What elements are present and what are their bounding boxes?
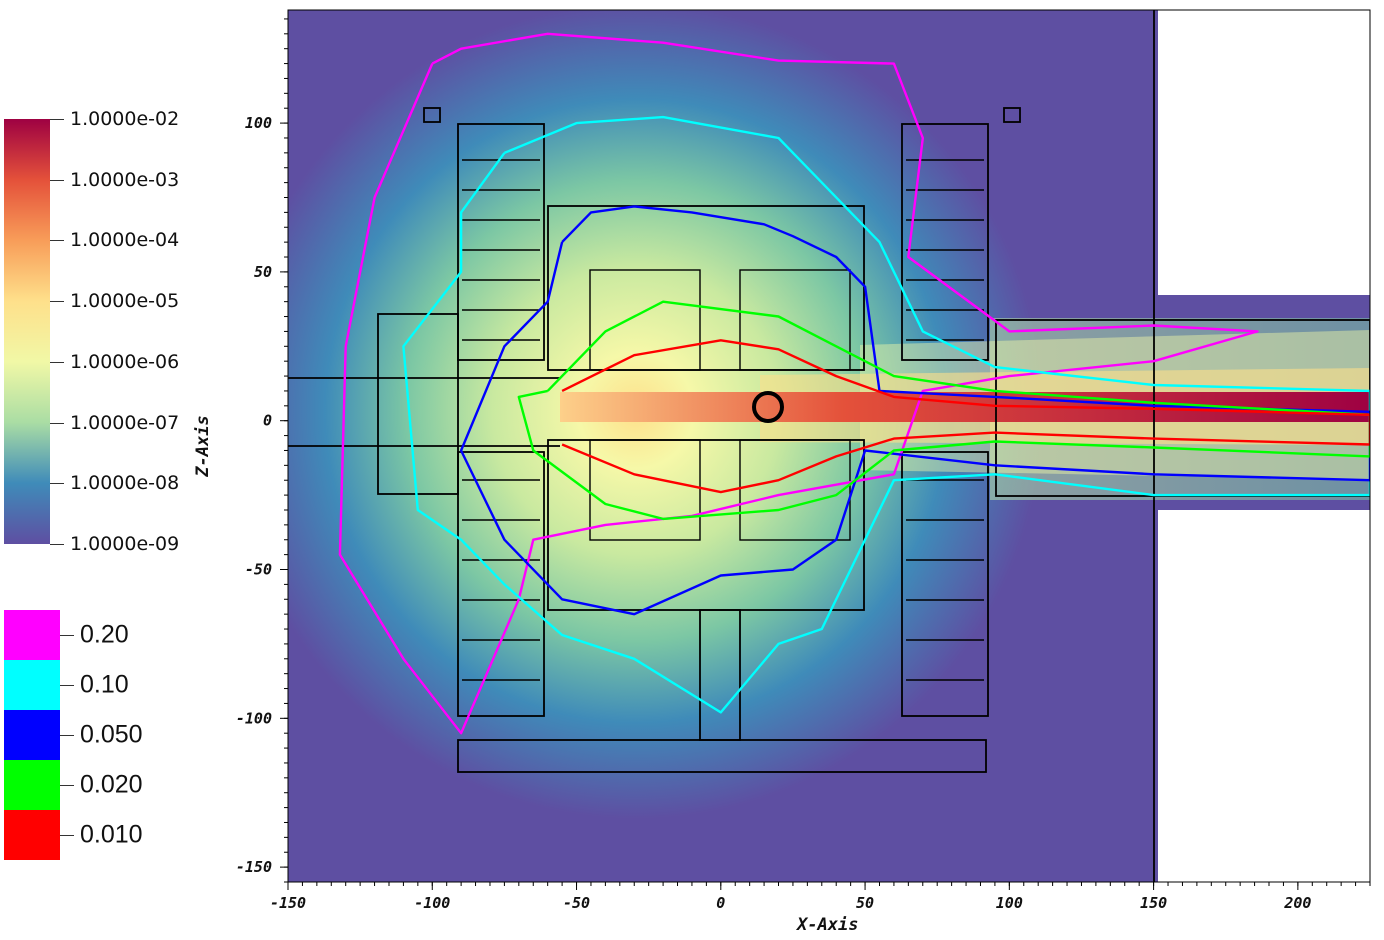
colorbar-tick [50, 544, 64, 545]
y-tick-label: -150 [236, 858, 272, 876]
contour-legend-swatch [4, 610, 60, 660]
colorbar-tick [50, 483, 64, 485]
contour-legend-tick [60, 735, 74, 736]
contour-line-0.020 [517, 300, 1370, 521]
x-tick-label: 200 [1283, 894, 1311, 912]
y-tick-label: -100 [236, 709, 272, 727]
empty-region-bottom-right [1158, 510, 1370, 882]
colorbar-label: 1.0000e-06 [70, 350, 180, 373]
contour-legend-swatch [4, 660, 60, 710]
colorbar-tick [50, 422, 64, 424]
x-tick-label: -150 [270, 894, 306, 912]
x-tick-label: -50 [563, 894, 590, 912]
empty-region-top-right [1158, 10, 1370, 295]
contour-legend-label: 0.050 [80, 720, 143, 749]
x-tick-label: 100 [996, 894, 1023, 912]
colorbar-label: 1.0000e-08 [70, 472, 180, 495]
colorbar-gradient [4, 119, 50, 544]
geometry-slats [462, 159, 984, 681]
contour-legend-label: 0.10 [80, 670, 129, 699]
contour-legend-tick [60, 835, 74, 836]
colorbar-tick [50, 301, 64, 303]
colorbar-tick [50, 240, 64, 242]
contour-line-0.050 [459, 205, 1370, 616]
contour-legend-swatch [4, 760, 60, 810]
y-tick-label: 50 [254, 263, 272, 281]
colorbar-label: 1.0000e-03 [70, 168, 180, 191]
contour-line-0.20 [338, 32, 1259, 735]
y-tick-label: -50 [245, 561, 272, 579]
colorbar [4, 119, 50, 544]
colorbar-label: 1.0000e-07 [70, 411, 180, 434]
y-tick-label: 0 [263, 412, 272, 430]
x-tick-label: 50 [856, 894, 874, 912]
colorbar-tick [50, 179, 64, 181]
x-tick-label: 0 [716, 894, 725, 912]
contour-legend-swatch [4, 710, 60, 760]
contour-legend-label: 0.20 [80, 620, 129, 649]
colorbar-label: 1.0000e-04 [70, 229, 180, 252]
colorbar-label: 1.0000e-05 [70, 290, 180, 313]
contour-legend-swatch [4, 810, 60, 860]
axes: -150 -100 -50 0 50 100 150 200 100 50 0 -50 -100 -150… [193, 18, 1371, 935]
colorbar-tick [50, 119, 64, 120]
x-tick-label: -100 [414, 894, 450, 912]
contour-legend-tick [60, 685, 74, 686]
contour-legend-label: 0.020 [80, 770, 143, 799]
geometry-outlines [288, 10, 1370, 882]
contour-line-0.10 [402, 115, 1370, 714]
x-tick-label: 150 [1140, 894, 1167, 912]
heatmap-layer [288, 10, 1370, 882]
colorbar-tick [50, 361, 64, 363]
contour-legend-label: 0.010 [80, 820, 143, 849]
colorbar-label: 1.0000e-02 [70, 108, 180, 130]
y-axis-title: Z-Axis [193, 415, 213, 477]
y-tick-label: 100 [245, 114, 272, 132]
beam-target [752, 391, 784, 423]
contour-legend-tick [60, 635, 74, 636]
contour-lines [338, 32, 1370, 735]
contour-legend-tick [60, 785, 74, 786]
x-axis-title: X-Axis [795, 915, 858, 935]
contour-line-0.010 [561, 339, 1370, 494]
plot-frame [287, 9, 1371, 883]
colorbar-label: 1.0000e-09 [70, 533, 180, 555]
